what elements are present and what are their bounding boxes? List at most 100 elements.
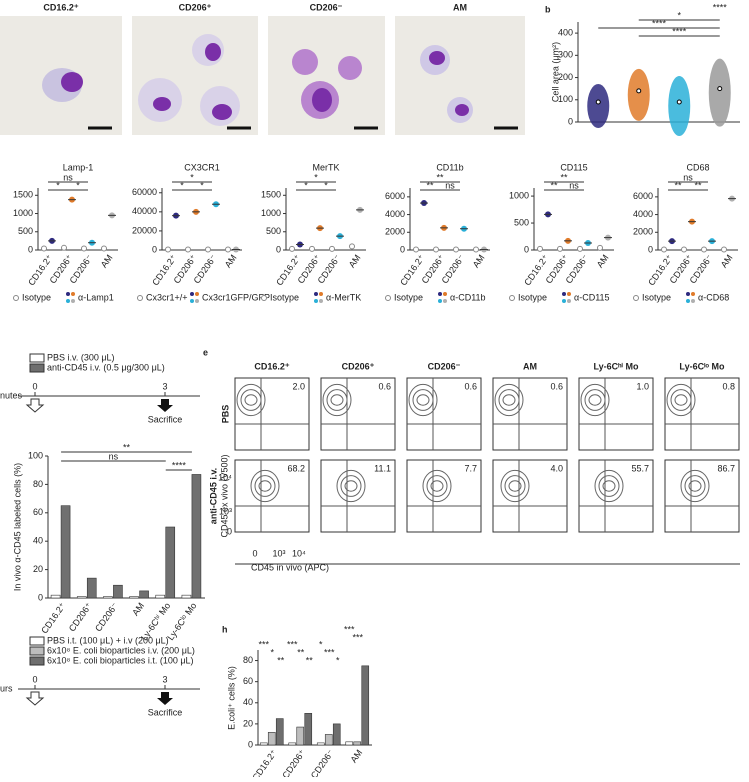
percentage: 2.0	[292, 381, 305, 391]
sig-label: *	[200, 180, 204, 190]
row-label: PBS	[220, 405, 230, 424]
legend-label: anti-CD45 i.v. (0.5 μg/300 μL)	[47, 362, 165, 372]
contour	[422, 469, 452, 503]
bar	[345, 741, 354, 746]
legend-dot	[319, 292, 323, 296]
legend-isotype	[261, 295, 267, 301]
legend-swatch	[29, 363, 45, 373]
time-label: 3	[162, 381, 167, 391]
legend-dot	[686, 299, 690, 303]
percentage: 68.2	[287, 463, 305, 473]
isotype-point	[473, 246, 479, 253]
legend-label: α-MerTK	[326, 292, 361, 302]
y-tick-label: 500	[18, 226, 33, 236]
legend-dot	[567, 292, 571, 296]
bar	[304, 713, 313, 746]
y-tick-label: 1500	[261, 190, 281, 200]
isotype-point	[577, 245, 583, 252]
legend-label: Isotype	[22, 292, 51, 302]
bar	[316, 742, 325, 746]
sig-label: **	[123, 442, 131, 452]
contour	[594, 469, 624, 503]
contour	[584, 389, 606, 411]
legend-isotype	[509, 295, 515, 301]
time-label: 3	[162, 674, 167, 684]
isotype-point	[185, 246, 191, 253]
y-axis-label: E.coli⁺ cells (%)	[226, 666, 236, 730]
legend-dot	[691, 292, 695, 296]
panel-label: h	[222, 624, 228, 634]
y-tick-label: 500	[266, 226, 281, 236]
legend-isotype	[137, 295, 143, 301]
isotype-point	[557, 245, 563, 252]
legend-dot	[567, 299, 571, 303]
contour	[508, 480, 522, 492]
bar	[259, 742, 268, 746]
sig-label: **	[306, 655, 314, 665]
panel-label: e	[203, 347, 208, 357]
legend-label: 6x10⁸ E. coli bioparticles i.t. (100 μL)	[47, 655, 194, 665]
x-tick-label: AM	[99, 253, 115, 270]
sig-label: *	[677, 10, 681, 20]
isotype-point	[61, 244, 67, 251]
x-tick-label: AM	[347, 253, 363, 270]
contour	[344, 480, 358, 492]
legend-swatch	[29, 636, 45, 646]
sig-label: **	[560, 172, 568, 182]
y-tick-label: 1500	[13, 190, 33, 200]
percentage: 7.7	[464, 463, 477, 473]
sig-label: ns	[109, 451, 119, 461]
sig-label: *	[304, 180, 308, 190]
legend-dot	[562, 292, 566, 296]
violin	[587, 84, 610, 128]
legend-swatch	[29, 656, 45, 666]
percentage: 0.6	[550, 381, 563, 391]
y-tick-label: 80	[33, 479, 43, 489]
median-dot	[717, 86, 723, 92]
y-tick-label: 20000	[132, 225, 157, 235]
bar	[296, 726, 305, 746]
bar	[181, 594, 192, 599]
sig-label: *	[270, 647, 274, 657]
panel-title: CX3CR1	[184, 162, 220, 172]
bar	[113, 584, 123, 599]
column-header: Ly-6Cˡᵒ Mo	[679, 361, 725, 371]
y-tick-label: 20	[243, 718, 253, 728]
sig-label: **	[550, 180, 558, 190]
x-tick-label: AM	[471, 253, 487, 270]
sig-label: ***	[258, 639, 269, 649]
panel-title: MerTK	[313, 162, 340, 172]
contour	[674, 394, 688, 406]
x-tick-label: AM	[719, 253, 735, 270]
sig-label: ****	[172, 460, 187, 470]
isotype-point	[453, 246, 459, 253]
isotype-point	[205, 246, 211, 253]
isotype-point	[349, 243, 355, 250]
x-tick-label: CD206⁻	[309, 748, 336, 777]
time-label: 0	[32, 674, 37, 684]
median-dot	[676, 99, 682, 105]
legend-dot	[562, 299, 566, 303]
panel-title: CD11b	[436, 162, 463, 172]
legend-dot	[66, 299, 70, 303]
legend-label: α-CD115	[574, 292, 610, 302]
percentage: 0.6	[464, 381, 477, 391]
y-tick-label: 1000	[509, 190, 529, 200]
percentage: 0.6	[378, 381, 391, 391]
column-header: CD16.2⁺	[254, 361, 290, 371]
y-axis-label: In vivo α-CD45 labeled cells (%)	[12, 463, 22, 591]
isotype-point	[225, 246, 231, 253]
legend-label: Isotype	[518, 292, 547, 302]
contour	[412, 389, 434, 411]
contour	[684, 475, 706, 497]
percentage: 11.1	[374, 463, 391, 473]
sig-label: **	[426, 180, 434, 190]
x-tick-label: CD16.2⁺	[39, 601, 68, 636]
y-tick-label: 20	[33, 564, 43, 574]
sig-label: ****	[713, 2, 728, 12]
y-tick-label: 2000	[385, 227, 405, 237]
sig-label: ns	[683, 172, 693, 182]
y-tick-label: 300	[558, 50, 573, 60]
contour	[670, 389, 692, 411]
